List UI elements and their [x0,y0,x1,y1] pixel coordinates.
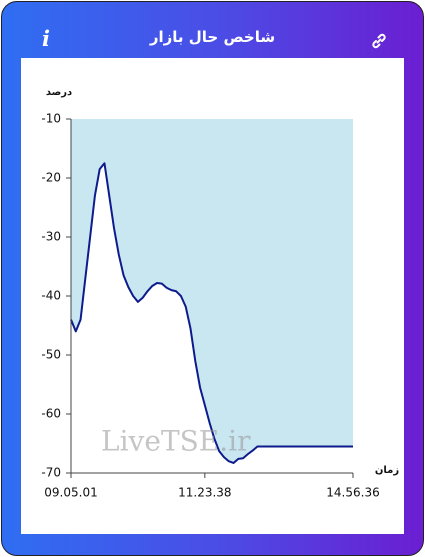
watermark: LiveTSE.ir [101,425,251,458]
y-tick-label: -20 [41,171,61,185]
y-tick-label: -50 [41,348,61,362]
x-axis-label: زمان [375,465,399,476]
chart-panel: LiveTSE.ir -70 -60 -50 -40 -30 -20 -10 09.05.01 1… [21,58,404,534]
info-button[interactable]: i [42,26,50,51]
widget-title: شاخص حال بازار [149,28,276,46]
x-tick-label: 09.05.01 [44,486,97,500]
y-axis-label: درصد [46,87,72,98]
y-tick-label: -40 [41,289,61,303]
area-fill [71,119,353,463]
x-tick-label: 11.23.38 [178,486,231,500]
x-tick-label: 14.56.36 [326,486,379,500]
y-tick-label: -30 [41,230,61,244]
line [70,162,353,464]
link-button[interactable] [370,32,388,50]
chart: LiveTSE.ir -70 -60 -50 -40 -30 -20 -10 09.05.01 1… [41,87,399,500]
y-tick-label: -10 [41,112,61,126]
y-tick-label: -70 [41,466,61,480]
y-tick-label: -60 [41,407,61,421]
